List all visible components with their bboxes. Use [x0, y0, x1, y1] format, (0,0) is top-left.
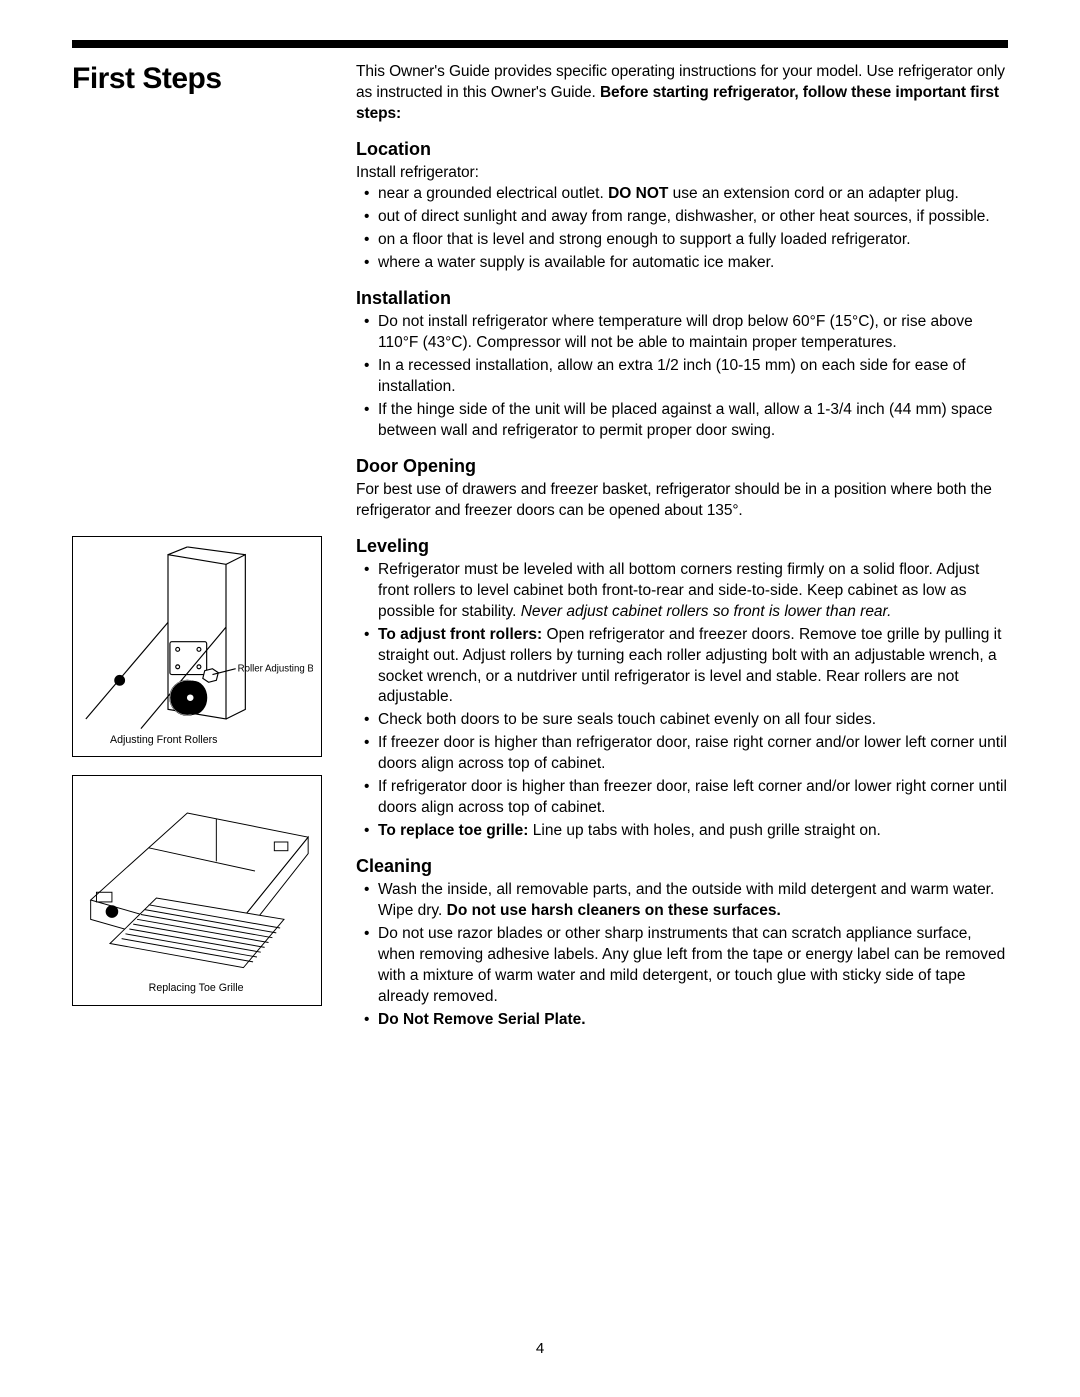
lev-b2-bold: To adjust front rollers:: [378, 626, 542, 643]
lev-b6a: Line up tabs with holes, and push grille…: [528, 822, 880, 839]
cleaning-list: Wash the inside, all removable parts, an…: [356, 880, 1008, 1030]
list-item: To replace toe grille: Line up tabs with…: [378, 821, 1008, 842]
clean-b1-bold: Do not use harsh cleaners on these surfa…: [447, 902, 781, 919]
list-item: In a recessed installation, allow an ext…: [378, 356, 1008, 398]
page-title: First Steps: [72, 62, 332, 96]
intro-paragraph: This Owner's Guide provides specific ope…: [356, 62, 1008, 125]
content-row: First Steps: [72, 62, 1008, 1033]
location-list: near a grounded electrical outlet. DO NO…: [356, 184, 1008, 274]
figure-adjusting-rollers: Roller Adjusting Bolt Adjusting Front Ro…: [72, 536, 322, 757]
list-item: where a water supply is available for au…: [378, 253, 1008, 274]
list-item: Do Not Remove Serial Plate.: [378, 1010, 1008, 1031]
list-item: Do not install refrigerator where temper…: [378, 312, 1008, 354]
page-number: 4: [0, 1340, 1080, 1357]
list-item: Refrigerator must be leveled with all bo…: [378, 560, 1008, 623]
list-item: out of direct sunlight and away from ran…: [378, 207, 1008, 228]
list-item: If freezer door is higher than refrigera…: [378, 733, 1008, 775]
loc-b1a: near a grounded electrical outlet.: [378, 185, 608, 202]
figure-replacing-toe-grille: Replacing Toe Grille: [72, 775, 322, 1006]
list-item: Wash the inside, all removable parts, an…: [378, 880, 1008, 922]
lev-b6-bold: To replace toe grille:: [378, 822, 528, 839]
clean-b3-bold: Do Not Remove Serial Plate.: [378, 1011, 586, 1028]
door-text: For best use of drawers and freezer bask…: [356, 480, 1008, 522]
location-lead: Install refrigerator:: [356, 163, 1008, 184]
list-item: Check both doors to be sure seals touch …: [378, 710, 1008, 731]
loc-b1b: use an extension cord or an adapter plug…: [668, 185, 958, 202]
top-rule: [72, 40, 1008, 48]
toe-grille-diagram-svg: Replacing Toe Grille: [81, 784, 313, 997]
list-item: If refrigerator door is higher than free…: [378, 777, 1008, 819]
fig2-caption: Replacing Toe Grille: [149, 982, 244, 994]
heading-installation: Installation: [356, 286, 1008, 310]
heading-door-opening: Door Opening: [356, 454, 1008, 478]
loc-b1-bold: DO NOT: [608, 185, 668, 202]
left-column: First Steps: [72, 62, 332, 1033]
heading-leveling: Leveling: [356, 534, 1008, 558]
left-spacer: [72, 96, 332, 536]
heading-cleaning: Cleaning: [356, 854, 1008, 878]
roller-diagram-svg: Roller Adjusting Bolt Adjusting Front Ro…: [81, 545, 313, 748]
lev-b1-italic: Never adjust cabinet rollers so front is…: [521, 603, 892, 620]
list-item: To adjust front rollers: Open refrigerat…: [378, 625, 1008, 709]
fig1-caption: Adjusting Front Rollers: [110, 734, 217, 746]
roller-bolt-label: Roller Adjusting Bolt: [238, 664, 313, 675]
right-column: This Owner's Guide provides specific ope…: [356, 62, 1008, 1033]
list-item: near a grounded electrical outlet. DO NO…: [378, 184, 1008, 205]
leveling-list: Refrigerator must be leveled with all bo…: [356, 560, 1008, 842]
heading-location: Location: [356, 137, 1008, 161]
page-container: First Steps: [0, 0, 1080, 1033]
list-item: on a floor that is level and strong enou…: [378, 230, 1008, 251]
list-item: If the hinge side of the unit will be pl…: [378, 400, 1008, 442]
installation-list: Do not install refrigerator where temper…: [356, 312, 1008, 442]
list-item: Do not use razor blades or other sharp i…: [378, 924, 1008, 1008]
